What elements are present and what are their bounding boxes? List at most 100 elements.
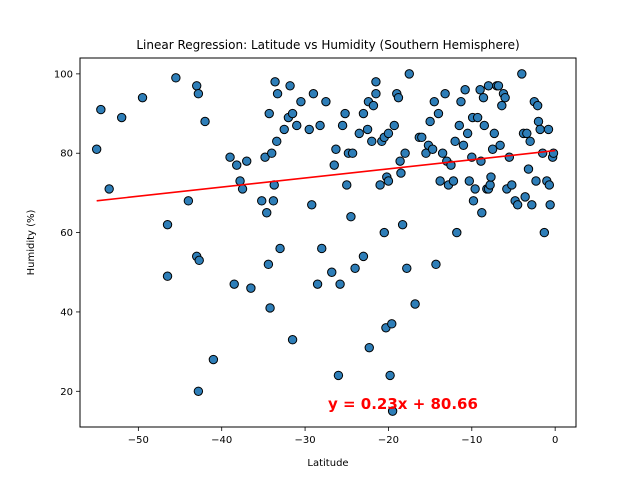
data-point [272,89,283,99]
data-point [194,255,204,266]
data-point [287,108,298,119]
y-tick-label: 60 [60,228,73,239]
data-point [450,136,460,147]
x-tick-label: 0 [552,435,558,446]
regression-equation: y = 0.23x + 80.66 [328,395,478,413]
data-point [539,227,550,238]
data-point [265,303,275,313]
data-point [395,156,405,166]
data-point [346,212,356,222]
data-point [321,96,331,107]
data-point [486,172,496,182]
data-point [497,100,507,111]
data-point [333,370,344,381]
x-tick-label: −20 [378,435,399,446]
data-point [246,283,256,293]
data-point [402,263,412,273]
data-point [385,370,395,381]
plot-area [91,69,559,416]
data-point [315,120,325,131]
data-point [417,132,427,143]
data-point [275,243,285,254]
y-tick-label: 100 [54,69,73,80]
data-point [364,342,374,353]
data-point [487,144,498,154]
x-tick-label: −10 [461,435,482,446]
data-point [400,148,410,158]
data-point [483,81,494,91]
data-point [535,124,545,135]
data-point [523,164,534,174]
data-point [544,180,555,190]
data-point [327,267,337,277]
data-point [456,96,466,107]
data-point [531,176,541,186]
data-point [485,180,495,190]
data-point [287,335,298,345]
data-point [397,219,408,230]
data-point [387,319,397,329]
data-point [512,200,523,210]
data-point [358,251,369,262]
data-point [462,128,473,139]
data-point [371,77,381,87]
data-point [532,100,543,111]
data-point [116,112,127,123]
data-point [425,116,435,127]
x-tick-label: −30 [295,435,316,446]
data-point [389,120,399,131]
data-point [429,96,439,107]
regression-line [96,149,556,202]
data-point [393,92,404,103]
data-point [368,100,379,111]
data-point [517,69,527,79]
data-point [396,168,406,178]
data-point [383,128,394,139]
y-tick-label: 80 [60,149,73,160]
data-point [242,156,252,166]
data-point [229,279,239,289]
data-point [335,279,345,289]
data-point [262,208,272,218]
data-point [468,196,479,206]
data-point [533,116,544,127]
data-point [279,124,289,135]
y-axis-label: Humidity (%) [26,209,37,275]
data-point [440,89,450,99]
data-point [104,184,114,194]
data-point [522,128,532,139]
data-point [193,386,204,396]
data-point [525,136,535,147]
data-point [433,108,444,119]
data-point [387,406,398,416]
data-point [354,128,364,139]
data-point [427,144,438,154]
data-point [292,120,302,131]
data-point [431,259,441,270]
plot-frame [79,57,577,428]
data-point [543,124,554,135]
data-point [472,112,483,123]
data-point [317,243,327,254]
data-point [200,116,210,127]
data-point [96,104,106,115]
data-point [307,200,317,210]
y-tick-label: 40 [60,307,73,318]
data-point [235,176,245,186]
data-point [183,196,194,206]
data-point [268,196,279,206]
data-point [272,136,282,147]
data-point [460,85,470,95]
data-point [500,92,510,103]
data-point [504,152,515,162]
data-point [358,108,369,119]
data-point [331,144,341,154]
data-point [545,200,555,210]
data-point [448,176,459,186]
data-point [308,89,319,99]
chart-title: Linear Regression: Latitude vs Humidity … [136,38,519,52]
x-tick-label: −40 [211,435,232,446]
data-point [162,219,173,230]
